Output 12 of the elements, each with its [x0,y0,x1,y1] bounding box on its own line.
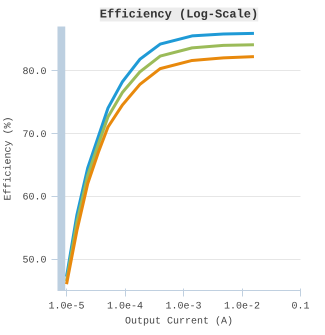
x-tick-label: 1.0e-5 [48,302,85,312]
chart-title: Efficiency (Log-Scale) [100,8,258,22]
y-tick-label: 60.0 [22,192,47,204]
x-axis-title: Output Current (A) [124,316,234,328]
x-tick-label: 1.0e-2 [224,302,260,312]
x-tick-label: 1.0e-4 [107,302,144,312]
x-tick-label: 1.0e-3 [166,302,202,312]
y-tick-label: 70.0 [22,130,47,141]
y-tick-label: 50.0 [22,256,47,267]
y-tick-label: 80.0 [22,67,47,78]
x-tick-label: 0.1 [292,302,310,312]
y-axis-title: Efficiency (%) [2,116,14,201]
